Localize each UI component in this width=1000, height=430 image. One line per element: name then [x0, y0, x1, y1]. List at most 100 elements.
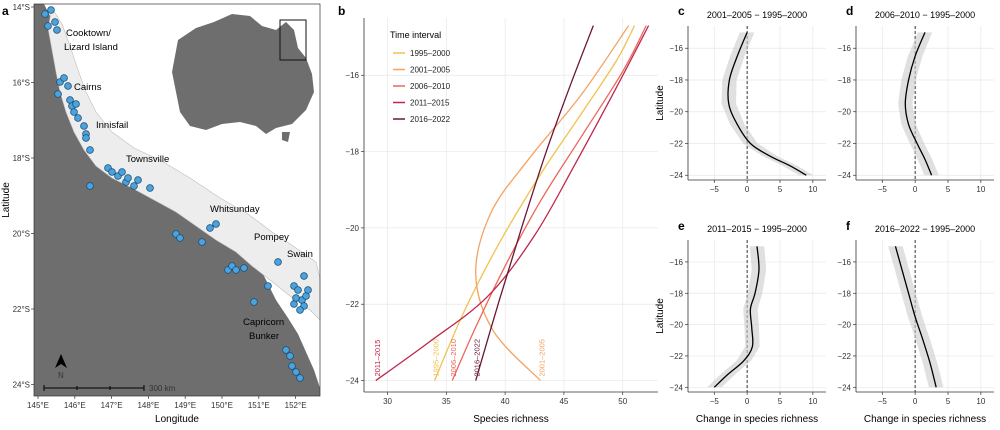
- north-arrow-icon: [55, 354, 67, 368]
- x-tick-label: 10: [976, 185, 985, 194]
- difference-curve: [727, 32, 807, 176]
- survey-site-marker: [53, 26, 61, 34]
- y-tick-label: −22: [837, 139, 851, 148]
- y-tick-label: −22: [345, 300, 359, 309]
- x-tick-label: 10: [808, 185, 817, 194]
- series-end-label: 2001–2005: [537, 339, 546, 377]
- x-tick-label: 45: [559, 397, 568, 406]
- y-tick-label: −24: [837, 171, 851, 180]
- confidence-ribbon: [898, 32, 939, 176]
- survey-site-marker: [292, 368, 300, 376]
- x-tick-label: 5: [778, 397, 783, 406]
- map-y-tick-label: 22°S: [13, 305, 30, 314]
- x-tick-label: −5: [878, 185, 888, 194]
- legend-entry: 2016–2022: [410, 115, 451, 124]
- map-frame: [33, 3, 321, 397]
- y-tick-label: −22: [669, 139, 683, 148]
- map-x-tick-label: 145°E: [27, 401, 49, 410]
- survey-sites: [41, 6, 312, 382]
- x-tick-label: −5: [878, 397, 888, 406]
- panel-letter-a: a: [2, 4, 9, 18]
- survey-site-marker: [51, 18, 59, 26]
- survey-site-marker: [274, 258, 282, 266]
- region-label-pompey: Pompey: [254, 232, 289, 243]
- x-tick-label: 10: [808, 397, 817, 406]
- survey-site-marker: [108, 168, 116, 176]
- y-tick-label: −16: [669, 258, 683, 267]
- survey-site-marker: [288, 362, 296, 370]
- y-tick-label: −24: [669, 171, 683, 180]
- survey-site-marker: [292, 294, 300, 302]
- legend-entry: 2006–2010: [410, 82, 451, 91]
- survey-site-marker: [64, 82, 72, 90]
- survey-site-marker: [294, 286, 302, 294]
- series-line-3: [451, 25, 647, 381]
- map-y-tick-label: 16°S: [13, 79, 30, 88]
- x-axis-title: Species richness: [473, 414, 549, 425]
- region-label-swain: Swain: [287, 249, 313, 260]
- survey-site-marker: [86, 146, 94, 154]
- reef-shelf-region: [47, 7, 321, 321]
- survey-site-marker: [286, 352, 294, 360]
- map-x-tick-label: 147°E: [101, 401, 123, 410]
- survey-site-marker: [282, 346, 290, 354]
- x-tick-label: 5: [778, 185, 783, 194]
- series-line-2: [475, 25, 630, 381]
- map-x-tick-label: 152°E: [285, 401, 307, 410]
- survey-site-marker: [86, 182, 94, 190]
- x-axis-title: Change in species richness: [864, 414, 986, 425]
- series-end-label: 2006–2010: [449, 339, 458, 377]
- richness-panel: b 30 35 40 45 50 −16 −18 −20 −22 −24 Species richn…: [338, 4, 658, 425]
- y-tick-label: −16: [837, 258, 851, 267]
- y-tick-label: −20: [345, 224, 359, 233]
- series-end-label: 2016–2022: [473, 339, 482, 377]
- series-line-1: [433, 25, 636, 381]
- tasmania-inset: [282, 132, 290, 142]
- survey-site-marker: [232, 266, 240, 274]
- y-tick-label: −20: [837, 321, 851, 330]
- y-tick-label: −16: [837, 44, 851, 53]
- survey-site-marker: [70, 108, 78, 116]
- y-tick-label: −20: [837, 108, 851, 117]
- difference-panel-e: e −5 0 5 10 −16 −18 −20 −22 −24 2011–2015 − 1995–…: [655, 219, 826, 425]
- legend-title: Time interval: [390, 30, 441, 40]
- inset-locator-box: [279, 19, 307, 61]
- survey-site-marker: [72, 100, 80, 108]
- y-tick-label: −24: [837, 383, 851, 392]
- facet-title: 2016–2022 − 1995–2000: [875, 224, 975, 234]
- survey-site-marker: [296, 374, 304, 382]
- facet-title: 2001–2005 − 1995–2000: [707, 10, 807, 20]
- region-label-capricorn: Capricorn: [243, 317, 284, 328]
- scale-bar-label: 300 km: [149, 384, 176, 393]
- y-tick-label: −16: [669, 44, 683, 53]
- y-tick-label: −20: [669, 108, 683, 117]
- x-tick-label: −5: [710, 185, 720, 194]
- survey-site-marker: [130, 182, 138, 190]
- x-tick-label: 10: [976, 397, 985, 406]
- map-y-tick-label: 14°S: [13, 3, 30, 12]
- difference-panel-d: d −5 0 5 10 −16 −18 −20 −22 −24 2006–2010 − 1995–…: [837, 4, 994, 194]
- region-label-cairns: Cairns: [74, 82, 102, 93]
- panel-letter-b: b: [338, 4, 345, 18]
- region-label-lizard-island: Lizard Island: [64, 42, 118, 53]
- y-axis-title: Latitude: [655, 298, 666, 334]
- x-tick-label: 0: [913, 397, 918, 406]
- panel-letter-c: c: [678, 4, 685, 18]
- survey-site-marker: [54, 90, 62, 98]
- y-tick-label: −16: [345, 71, 359, 80]
- x-tick-label: 0: [745, 185, 750, 194]
- legend-entry: 2001–2005: [410, 66, 451, 75]
- panel-letter-f: f: [846, 219, 851, 233]
- y-tick-label: −18: [345, 148, 359, 157]
- map-x-tick-label: 149°E: [174, 401, 196, 410]
- series-end-label: 1995–2000: [432, 339, 441, 377]
- survey-site-marker: [212, 220, 220, 228]
- y-tick-label: −18: [837, 76, 851, 85]
- x-tick-label: 0: [913, 185, 918, 194]
- difference-panel-c: c −5 0 5 10 −16 −18 −20 −22 −24 2001–2005 − 1995–…: [655, 4, 826, 194]
- survey-site-marker: [47, 6, 55, 14]
- australia-inset-map: [172, 14, 314, 134]
- region-label-bunker: Bunker: [249, 331, 279, 342]
- panel-letter-e: e: [678, 219, 685, 233]
- map-y-ticks: 14°S 16°S 18°S 20°S 22°S 24°S: [13, 3, 34, 390]
